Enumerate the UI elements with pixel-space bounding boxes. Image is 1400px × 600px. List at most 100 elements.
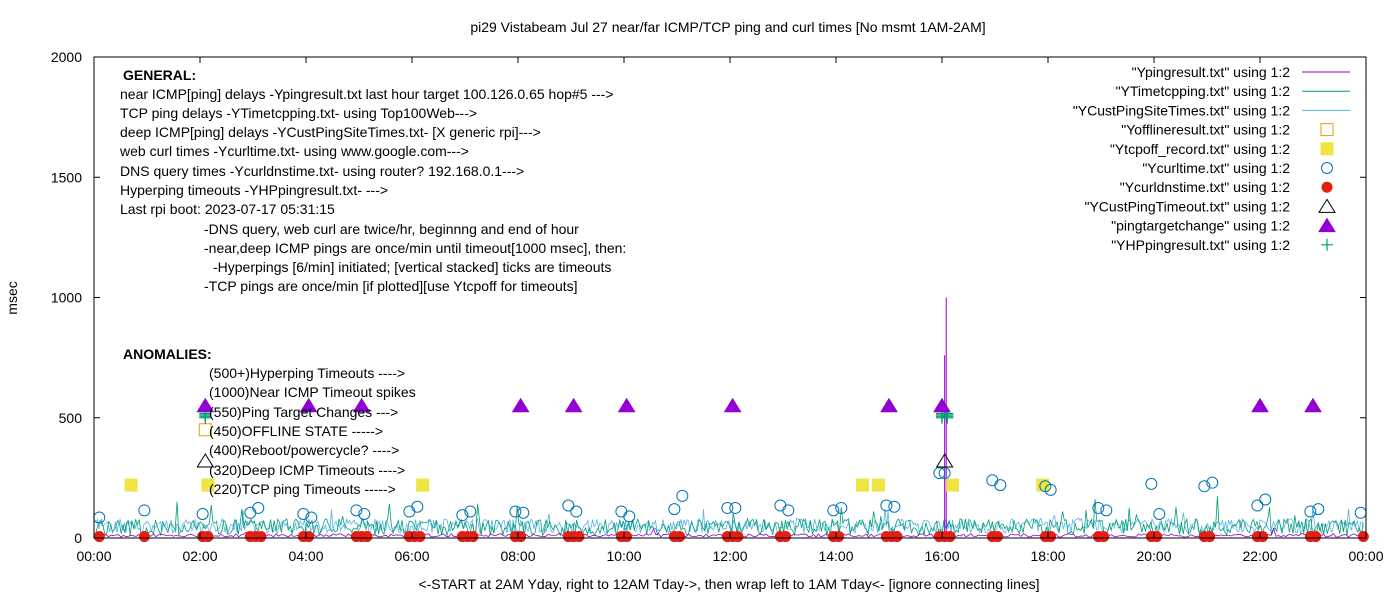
dns-time-marker [992,531,1004,543]
dns-time-marker [1257,531,1269,543]
x-tick-label: 08:00 [500,548,535,564]
x-tick-label: 14:00 [818,548,853,564]
dns-time-marker [467,531,479,543]
general-line: deep ICMP[ping] delays -YCustPingSiteTim… [120,124,541,140]
legend-label: "pingtargetchange" using 1:2 [1111,218,1290,234]
general-header: GENERAL: [123,67,196,83]
anomalies-header: ANOMALIES: [123,346,212,362]
legend-label: "YCustPingTimeout.txt" using 1:2 [1084,198,1290,214]
ping-target-change-marker [933,397,951,413]
curl-time-marker [835,501,848,514]
ping-target-change-marker [511,397,530,413]
legend-swatch [1321,181,1333,193]
curl-time-marker [456,509,469,522]
general-line: DNS query times -Ycurldnstime.txt- using… [120,163,524,179]
ping-target-change-marker [564,397,583,413]
dns-time-marker [361,531,373,543]
tcp-timeout-marker [946,478,960,492]
anomaly-line: (1000)Near ICMP Timeout spikes [209,384,416,400]
note-line: -DNS query, web curl are twice/hr, begin… [204,221,579,237]
curl-time-marker [1206,476,1219,489]
legend-label: "Ycurltime.txt" using 1:2 [1142,160,1290,176]
dns-time-marker [1098,531,1110,543]
anomaly-line: (550)Ping Target Changes ---> [209,404,398,420]
curl-time-marker [562,499,575,512]
curl-time-marker [938,467,951,480]
curl-time-marker [305,511,318,524]
ping-target-change-marker [723,397,742,413]
curl-time-marker [1259,493,1272,506]
dns-time-marker [621,531,633,543]
curl-time-marker [358,507,371,520]
legend: "Ypingresult.txt" using 1:2 "YTimetcpping… [1073,64,1350,253]
curl-time-marker [570,505,583,518]
dns-time-marker [1310,531,1322,543]
ping-target-change-marker [299,397,318,413]
legend-label: "Ypingresult.txt" using 1:2 [1132,64,1291,80]
dns-time-marker [1204,531,1216,543]
legend-label: "Ytcpoff_record.txt" using 1:2 [1110,141,1290,157]
general-line: Hyperping timeouts -YHPpingresult.txt- -… [120,182,388,198]
note-line: -Hyperpings [6/min] initiated; [vertical… [213,259,611,275]
dns-time-marker [1151,531,1163,543]
ping-target-change-marker [352,397,371,413]
y-tick-label: 2000 [51,49,82,65]
general-block: GENERAL: near ICMP[ping] delays -Ypingre… [119,67,626,294]
curl-time-marker [350,504,363,517]
curl-time-marker [827,504,840,517]
curl-time-marker [1145,477,1158,490]
curl-time-marker [1100,504,1113,517]
legend-swatch [1318,217,1336,233]
tcp-timeout-marker [201,478,215,492]
tcp-timeout-marker [416,478,430,492]
legend-label: "YCustPingSiteTimes.txt" using 1:2 [1073,102,1290,118]
tcp-timeout-marker [856,478,869,492]
dns-time-marker [1357,531,1369,543]
curl-time-marker [721,501,734,514]
curl-time-marker [509,505,522,518]
curl-time-marker [1044,483,1057,496]
dns-time-marker [414,531,426,543]
curl-time-marker [297,507,310,520]
x-tick-label: 20:00 [1136,548,1171,564]
anomaly-line: (450)OFFLINE STATE -----> [209,423,383,439]
anomalies-block: ANOMALIES: (500+)Hyperping Timeouts ----… [123,346,416,497]
curl-time-marker [517,506,530,519]
dns-time-marker [202,531,214,543]
curl-time-marker [1251,499,1264,512]
dns-time-marker [255,531,267,543]
general-line: web curl times -Ycurltime.txt- using www… [119,143,469,159]
x-tick-label: 02:00 [182,548,217,564]
curl-time-marker [1312,503,1325,516]
general-line: TCP ping delays -YTimetcpping.txt- using… [120,105,477,121]
note-line: -TCP pings are once/min [if plotted][use… [204,278,578,294]
legend-label: "Ycurldnstime.txt" using 1:2 [1120,179,1290,195]
ping-target-change-marker [617,397,636,413]
dns-time-marker [944,531,956,543]
dns-time-marker [138,531,150,543]
curl-time-marker [888,500,901,513]
dns-time-marker [93,531,105,543]
y-tick-label: 500 [59,410,83,426]
y-tick-label: 0 [74,530,82,546]
x-tick-label: 10:00 [606,548,641,564]
anomaly-line: (320)Deep ICMP Timeouts ----> [209,462,405,478]
ping-target-change-marker [1251,397,1269,413]
series-line-custping [95,508,1364,535]
curl-time-marker [1092,501,1105,514]
legend-swatch [1320,123,1334,137]
curl-time-marker [729,501,742,514]
dns-time-marker [1045,531,1057,543]
series-line-tcpping [95,496,1364,537]
note-line: -near,deep ICMP pings are once/min until… [204,240,626,256]
x-tick-label: 12:00 [712,548,747,564]
ping-target-change-marker [880,397,898,413]
dns-time-marker [515,531,527,543]
legend-swatch [1321,238,1333,251]
curl-time-marker [411,500,424,513]
curl-time-marker [1304,505,1317,518]
legend-label: "Yofflineresult.txt" using 1:2 [1121,122,1290,138]
x-tick-label: 18:00 [1030,548,1065,564]
curl-time-marker [464,505,477,518]
